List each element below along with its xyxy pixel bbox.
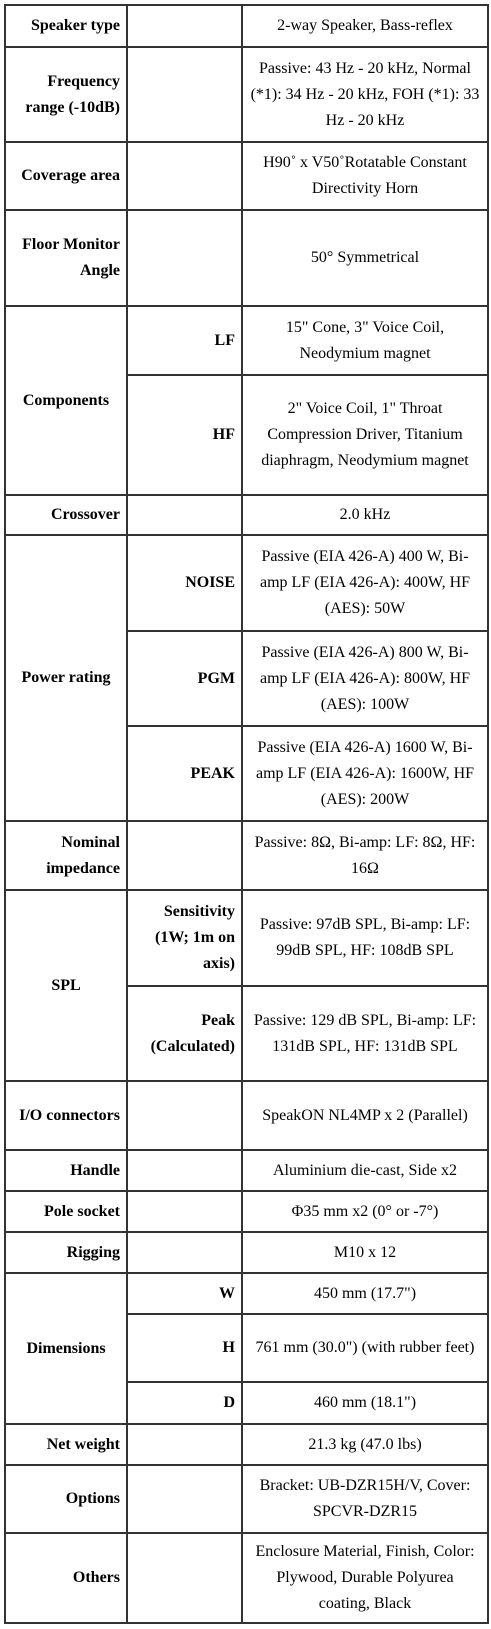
spec-row: PEAK Passive (EIA 426-A) 1600 W, Bi-amp L… <box>5 725 489 822</box>
spec-value: Passive: 129 dB SPL, Bi-amp: LF: 131dB S… <box>241 985 489 1082</box>
spec-label: Others <box>4 1532 128 1624</box>
spec-label: Coverage area <box>4 141 128 211</box>
page: Speaker type 2-way Speaker, Bass-reflex Fr… <box>0 4 491 1629</box>
spec-row: H 761 mm (30.0") (with rubber feet) <box>5 1313 489 1383</box>
sub-label: Sensitivity (1W; 1m on axis) <box>126 889 243 987</box>
empty-cell <box>126 209 243 307</box>
sub-label: W <box>126 1272 243 1315</box>
sub-label: Peak (Calculated) <box>126 985 243 1082</box>
empty-cell <box>126 1464 243 1534</box>
empty-cell <box>126 1532 243 1624</box>
spec-row: Peak (Calculated) Passive: 129 dB SPL, Bi… <box>5 985 489 1082</box>
sub-label: NOISE <box>126 534 243 632</box>
spec-row: Floor Monitor Angle 50° Symmetrical <box>4 209 489 307</box>
spec-row: Coverage area H90˚ x V50˚Rotatable Consta… <box>4 141 489 211</box>
empty-cell <box>126 1149 243 1192</box>
spec-value: Φ35 mm x2 (0° or -7°) <box>241 1190 489 1233</box>
empty-cell <box>126 820 243 891</box>
spec-row: Frequency range (-10dB) Passive: 43 Hz - … <box>4 46 489 143</box>
spec-label: Nominal impedance <box>4 820 128 891</box>
empty-cell <box>126 1190 243 1233</box>
spec-row: Power rating NOISE Passive (EIA 426-A) 400… <box>4 534 489 822</box>
sub-label: H <box>126 1313 243 1383</box>
spec-label: Handle <box>4 1149 128 1192</box>
spec-value: Passive: 8Ω, Bi-amp: LF: 8Ω, HF: 16Ω <box>241 820 489 891</box>
table-body: Speaker type 2-way Speaker, Bass-reflex Fr… <box>4 4 489 1624</box>
spec-value: 50° Symmetrical <box>241 209 489 307</box>
spec-label: Rigging <box>4 1231 128 1274</box>
spec-label: Crossover <box>4 494 128 536</box>
empty-cell <box>126 4 243 48</box>
spec-value: 450 mm (17.7") <box>241 1272 489 1315</box>
spec-value: H90˚ x V50˚Rotatable Constant Directivit… <box>241 141 489 211</box>
sub-label: D <box>126 1381 243 1425</box>
spec-value: 2.0 kHz <box>241 494 489 536</box>
spec-value: Passive: 97dB SPL, Bi-amp: LF: 99dB SPL,… <box>241 889 489 987</box>
sub-label: HF <box>126 374 243 496</box>
spec-value: Passive (EIA 426-A) 1600 W, Bi-amp LF (E… <box>241 725 489 822</box>
spec-row: HF 2" Voice Coil, 1" Throat Compression D… <box>5 374 489 496</box>
spec-value: SpeakON NL4MP x 2 (Parallel) <box>241 1080 489 1151</box>
spec-row: Crossover 2.0 kHz <box>4 494 489 536</box>
spec-row: Handle Aluminium die-cast, Side x2 <box>4 1149 489 1192</box>
spec-value: Bracket: UB-DZR15H/V, Cover: SPCVR-DZR15 <box>241 1464 489 1534</box>
spec-label: Net weight <box>4 1423 128 1466</box>
spec-value: 2" Voice Coil, 1" Throat Compression Dri… <box>241 374 489 496</box>
sub-label: PGM <box>126 630 243 727</box>
sub-label: PEAK <box>126 725 243 822</box>
spec-value: Enclosure Material, Finish, Color: Plywo… <box>241 1532 489 1624</box>
spec-row: Components LF 15" Cone, 3" Voice Coil, Neo… <box>4 305 489 496</box>
spec-row: Net weight 21.3 kg (47.0 lbs) <box>4 1423 489 1466</box>
spec-value: 2-way Speaker, Bass-reflex <box>241 4 489 48</box>
spec-value: M10 x 12 <box>241 1231 489 1274</box>
spec-value: Aluminium die-cast, Side x2 <box>241 1149 489 1192</box>
spec-row: Pole socket Φ35 mm x2 (0° or -7°) <box>4 1190 489 1233</box>
spec-table: Speaker type 2-way Speaker, Bass-reflex Fr… <box>4 4 489 1624</box>
spec-row: Options Bracket: UB-DZR15H/V, Cover: SPCV… <box>4 1464 489 1534</box>
spec-row: D 460 mm (18.1") <box>5 1381 489 1425</box>
group-label: Dimensions <box>4 1272 128 1425</box>
empty-cell <box>126 46 243 143</box>
group-label: Power rating <box>4 534 128 822</box>
spec-row: PGM Passive (EIA 426-A) 800 W, Bi-amp LF … <box>5 630 489 727</box>
spec-value: Passive (EIA 426-A) 800 W, Bi-amp LF (EI… <box>241 630 489 727</box>
spec-value: 761 mm (30.0") (with rubber feet) <box>241 1313 489 1383</box>
spec-value: Passive: 43 Hz - 20 kHz, Normal (*1): 34… <box>241 46 489 143</box>
spec-row: Nominal impedance Passive: 8Ω, Bi-amp: LF… <box>4 820 489 891</box>
spec-row: Rigging M10 x 12 <box>4 1231 489 1274</box>
spec-value: 15" Cone, 3" Voice Coil, Neodymium magne… <box>241 305 489 376</box>
sub-label: LF <box>126 305 243 376</box>
spec-row: Speaker type 2-way Speaker, Bass-reflex <box>4 4 489 48</box>
empty-cell <box>126 1080 243 1151</box>
spec-row: Others Enclosure Material, Finish, Color:… <box>4 1532 489 1624</box>
spec-label: Speaker type <box>4 4 128 48</box>
spec-label: Options <box>4 1464 128 1534</box>
spec-row: SPL Sensitivity (1W; 1m on axis) Passive: … <box>4 889 489 1082</box>
spec-label: Frequency range (-10dB) <box>4 46 128 143</box>
spec-label: Floor Monitor Angle <box>4 209 128 307</box>
spec-row: I/O connectors SpeakON NL4MP x 2 (Paralle… <box>4 1080 489 1151</box>
spec-label: I/O connectors <box>4 1080 128 1151</box>
spec-value: 21.3 kg (47.0 lbs) <box>241 1423 489 1466</box>
spec-label: Pole socket <box>4 1190 128 1233</box>
empty-cell <box>126 141 243 211</box>
empty-cell <box>126 1423 243 1466</box>
spec-value: 460 mm (18.1") <box>241 1381 489 1425</box>
empty-cell <box>126 494 243 536</box>
empty-cell <box>126 1231 243 1274</box>
group-label: SPL <box>4 889 128 1082</box>
group-label: Components <box>4 305 128 496</box>
spec-value: Passive (EIA 426-A) 400 W, Bi-amp LF (EI… <box>241 534 489 632</box>
spec-row: Dimensions W 450 mm (17.7") <box>4 1272 489 1425</box>
